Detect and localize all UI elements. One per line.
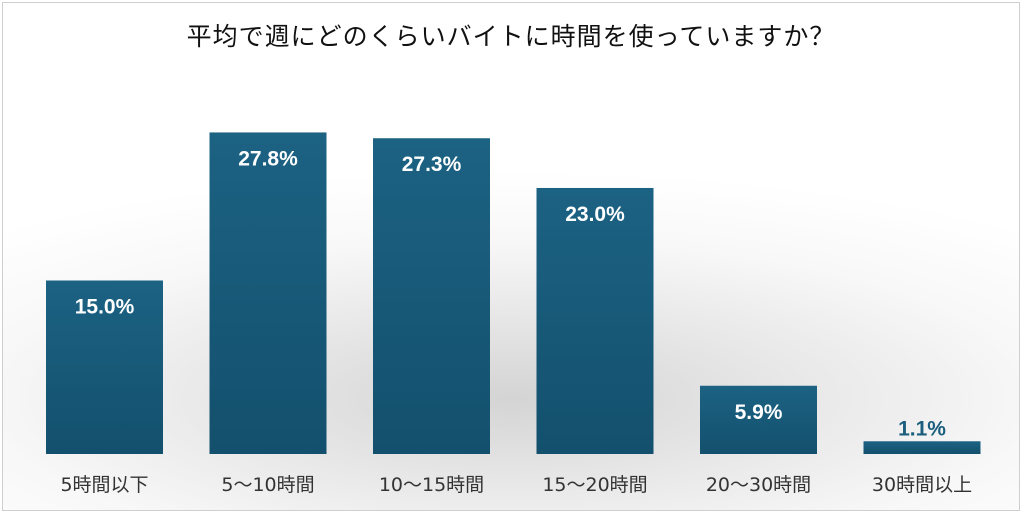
category-label-4: 20〜30時間 <box>706 474 811 496</box>
data-label-2: 27.3% <box>402 153 462 176</box>
data-label-1: 27.8% <box>238 147 298 170</box>
category-label-3: 15〜20時間 <box>542 474 647 496</box>
chart-title: 平均で週にどのくらいバイトに時間を使っていますか？ <box>186 22 836 51</box>
data-labels-group: 15.0% 27.8% 27.3% 23.0% 5.9% 1.1% <box>75 147 947 440</box>
data-label-0: 15.0% <box>75 296 135 319</box>
bar-1 <box>209 132 327 455</box>
category-label-0: 5時間以下 <box>60 474 148 496</box>
category-label-5: 30時間以上 <box>872 474 972 496</box>
bar-3 <box>536 187 654 454</box>
bars-group <box>46 132 981 455</box>
bar-0 <box>46 280 163 454</box>
data-label-4: 5.9% <box>735 401 783 424</box>
category-label-1: 5〜10時間 <box>221 474 314 496</box>
chart-container: 平均で週にどのくらいバイトに時間を使っていますか？ 15.0% 27.8% 27.3… <box>2 2 1020 511</box>
bar-5 <box>863 441 981 454</box>
category-label-2: 10〜15時間 <box>379 474 484 496</box>
data-label-3: 23.0% <box>565 203 625 226</box>
bar-4 <box>700 385 817 454</box>
bar-chart: 15.0% 27.8% 27.3% 23.0% 5.9% 1.1% 5時間以下 5〜10時間… <box>46 132 981 496</box>
category-labels-group: 5時間以下 5〜10時間 10〜15時間 15〜20時間 20〜30時間 30時間以上 <box>60 474 972 496</box>
bar-2 <box>373 138 490 455</box>
data-label-5: 1.1% <box>898 417 946 440</box>
